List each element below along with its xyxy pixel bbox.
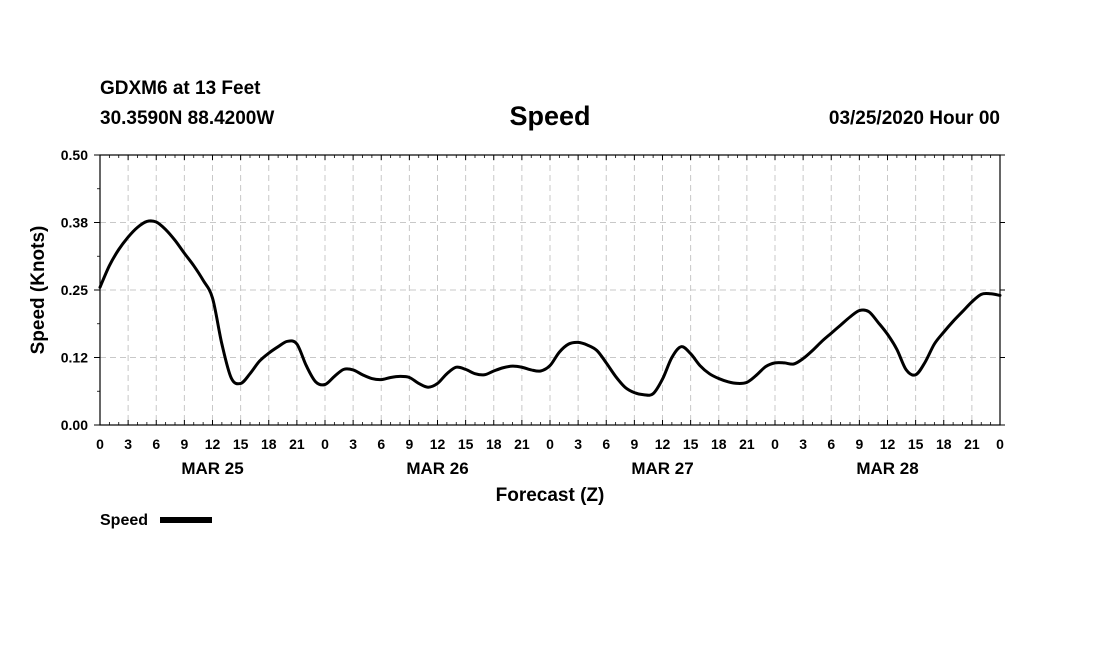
x-tick-label: 18 (936, 436, 952, 452)
day-label: MAR 26 (406, 459, 468, 478)
x-tick-label: 18 (711, 436, 727, 452)
x-tick-label: 15 (233, 436, 249, 452)
x-tick-label: 0 (546, 436, 554, 452)
day-label: MAR 27 (631, 459, 693, 478)
x-tick-label: 21 (289, 436, 305, 452)
y-tick-label: 0.00 (61, 417, 88, 433)
x-tick-label: 6 (827, 436, 835, 452)
x-tick-label: 6 (602, 436, 610, 452)
y-tick-labels: 0.00 0.12 0.25 0.38 0.50 (61, 147, 88, 433)
day-label: MAR 28 (856, 459, 918, 478)
x-tick-label: 15 (908, 436, 924, 452)
x-tick-label: 21 (739, 436, 755, 452)
y-axis-label: Speed (Knots) (28, 226, 49, 355)
grid-lines (100, 155, 1000, 425)
x-tick-label: 9 (405, 436, 413, 452)
x-tick-labels: 0 3 6 9 12 15 18 21 0 3 6 9 12 15 18 21 0 3 6 9 12 15 18 21 0 3 6 9… (96, 436, 1004, 452)
x-tick-label: 12 (430, 436, 446, 452)
x-tick-label: 0 (96, 436, 104, 452)
y-tick-label: 0.25 (61, 282, 88, 298)
y-tick-label: 0.38 (61, 215, 88, 231)
x-tick-label: 6 (377, 436, 385, 452)
y-tick-label: 0.12 (61, 350, 88, 366)
legend-label: Speed (100, 512, 148, 529)
x-tick-label: 9 (630, 436, 638, 452)
chart-title: Speed (509, 101, 590, 131)
x-tick-label: 12 (880, 436, 896, 452)
station-label: GDXM6 at 13 Feet (100, 78, 261, 99)
x-tick-label: 18 (486, 436, 502, 452)
legend-swatch (160, 517, 212, 523)
y-tick-label: 0.50 (61, 147, 88, 163)
x-tick-label: 12 (655, 436, 671, 452)
x-tick-label: 0 (996, 436, 1004, 452)
x-tick-label: 0 (321, 436, 329, 452)
x-tick-label: 15 (458, 436, 474, 452)
location-label: 30.3590N 88.4200W (100, 108, 274, 129)
x-axis-label: Forecast (Z) (496, 485, 605, 506)
x-tick-label: 21 (514, 436, 530, 452)
x-tick-label: 3 (349, 436, 357, 452)
x-tick-label: 9 (180, 436, 188, 452)
x-tick-label: 3 (799, 436, 807, 452)
x-tick-label: 21 (964, 436, 980, 452)
x-tick-label: 6 (152, 436, 160, 452)
day-labels: MAR 25 MAR 26 MAR 27 MAR 28 (181, 459, 918, 478)
datetime-label: 03/25/2020 Hour 00 (829, 108, 1000, 129)
x-tick-label: 18 (261, 436, 277, 452)
speed-series-line (98, 219, 1002, 397)
x-tick-label: 3 (574, 436, 582, 452)
x-tick-label: 0 (771, 436, 779, 452)
x-tick-label: 9 (855, 436, 863, 452)
x-tick-label: 15 (683, 436, 699, 452)
axis-ticks (94, 154, 1005, 426)
x-tick-label: 3 (124, 436, 132, 452)
day-label: MAR 25 (181, 459, 243, 478)
x-tick-label: 12 (205, 436, 221, 452)
